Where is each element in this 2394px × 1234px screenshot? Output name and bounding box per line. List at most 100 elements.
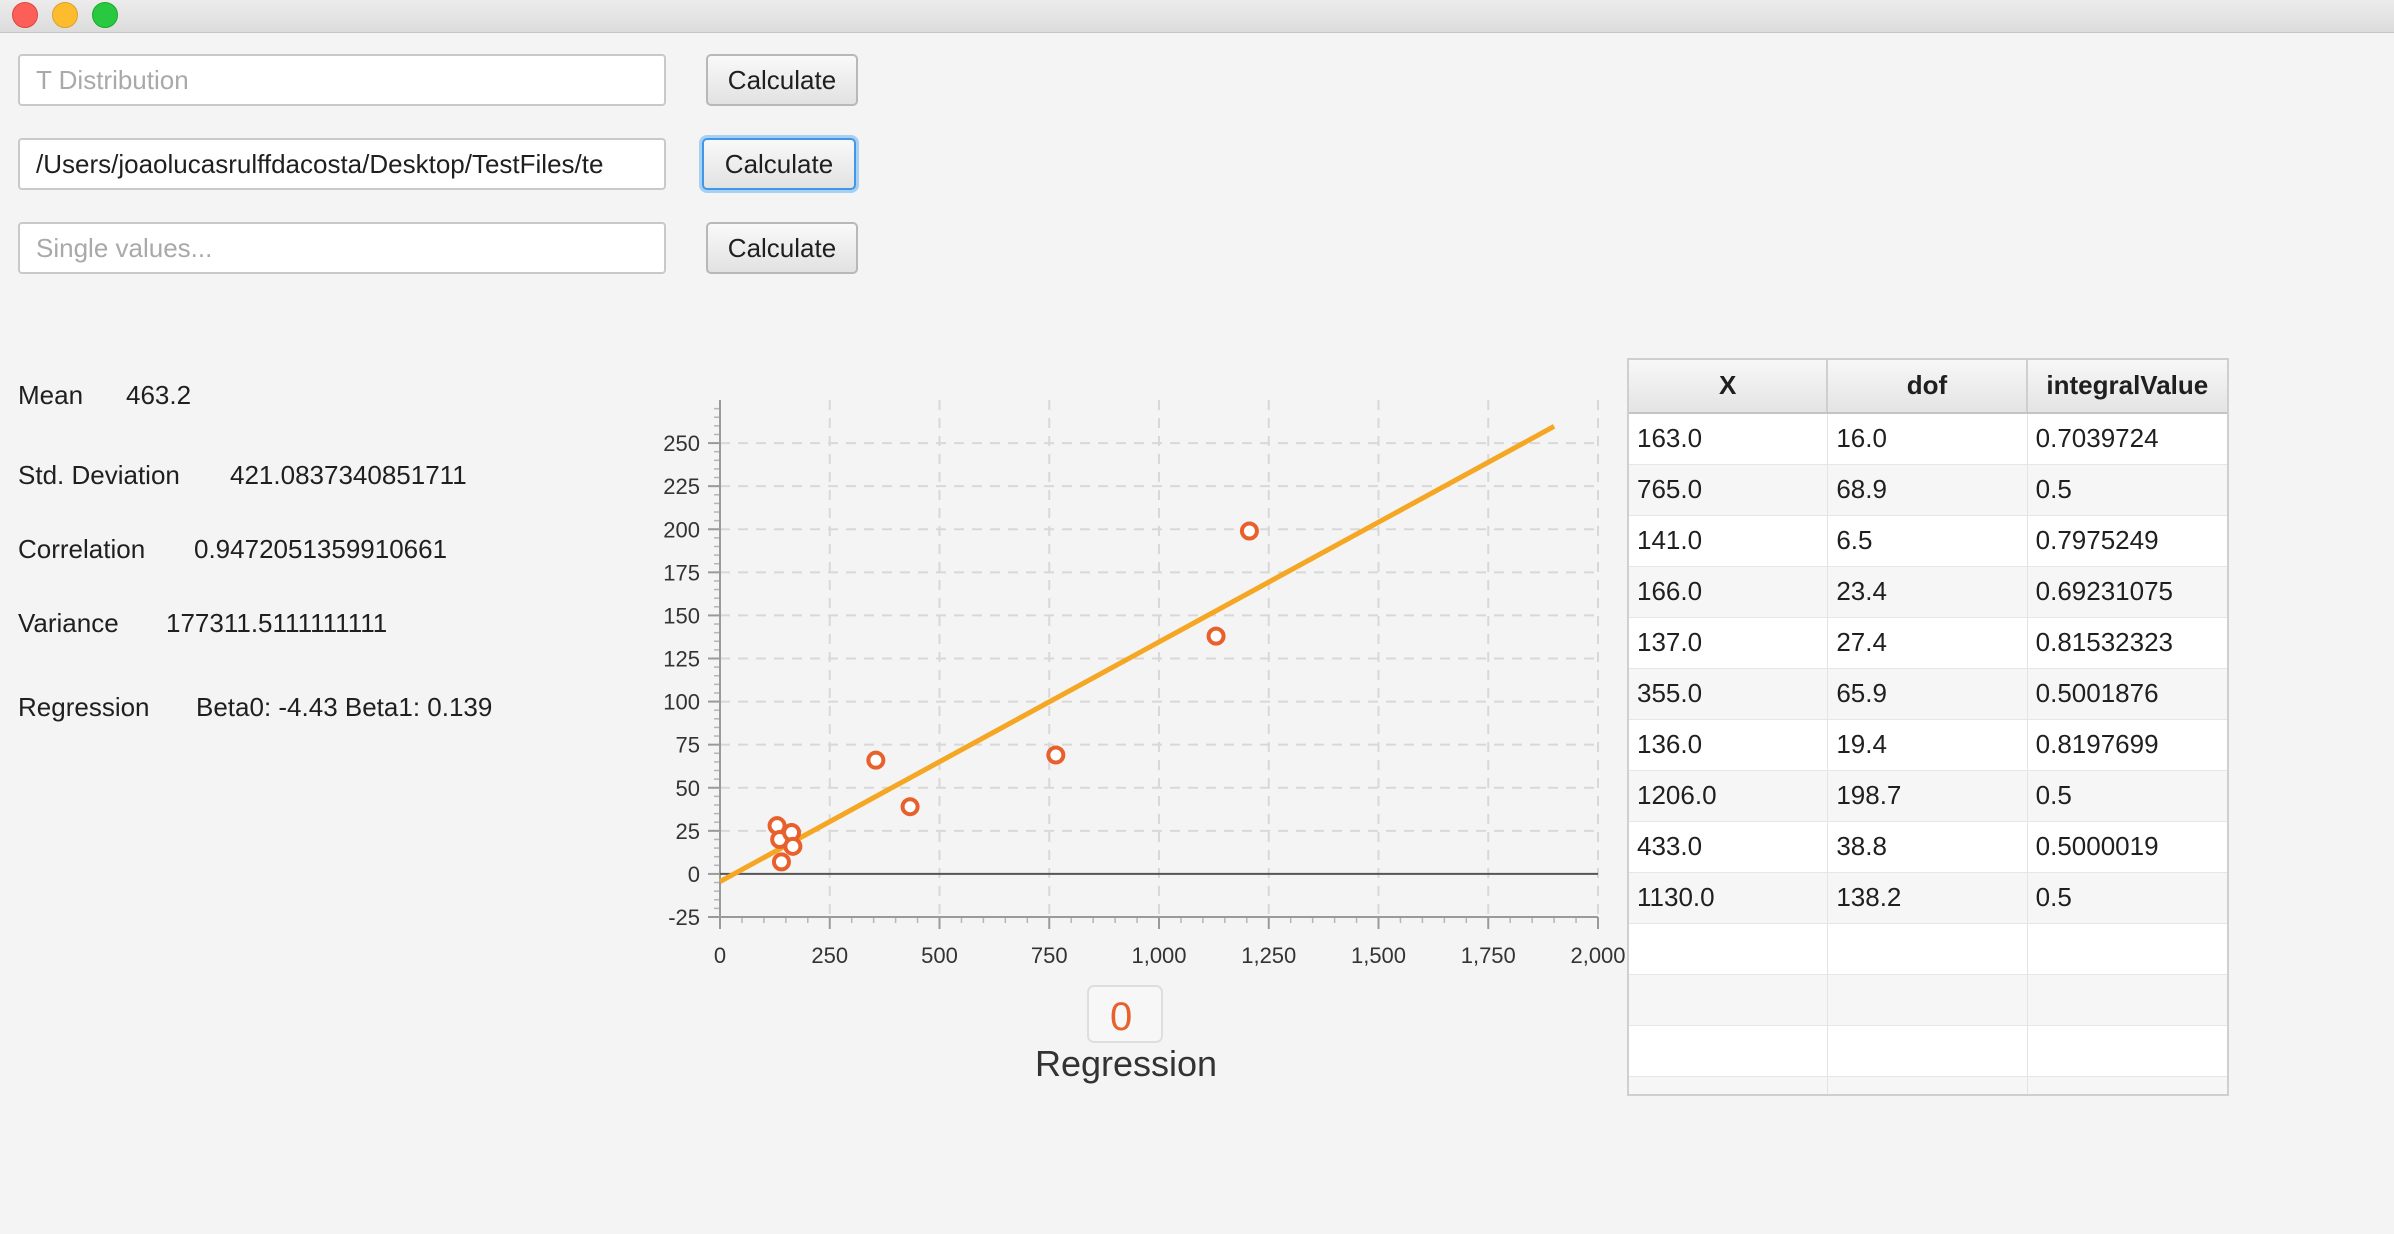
legend-label: 0 <box>1110 995 1132 1039</box>
table-cell <box>1828 1077 2028 1094</box>
table-cell <box>1629 1077 1829 1094</box>
table-cell <box>1828 975 2028 1025</box>
table-cell: 23.4 <box>1828 567 2028 617</box>
y-tick-label: 250 <box>663 431 700 456</box>
empty-table-row[interactable] <box>1629 975 2227 1026</box>
table-row[interactable]: 433.0 38.8 0.5000019 <box>1629 822 2227 873</box>
x-tick-label: 500 <box>921 943 958 968</box>
table-row[interactable]: 136.0 19.4 0.8197699 <box>1629 720 2227 771</box>
table-cell: 0.5 <box>2035 780 2072 810</box>
table-header: X dof integralValue <box>1629 360 2227 414</box>
maximize-window-button[interactable] <box>92 2 118 28</box>
regression-stat: Regression Beta0: -4.43 Beta1: 0.139 <box>18 692 492 723</box>
calculate-file-button[interactable]: Calculate <box>702 138 856 190</box>
calculate-t-distribution-button[interactable]: Calculate <box>706 54 858 106</box>
chart-grid <box>720 400 1599 918</box>
regression-label: Regression <box>18 692 150 722</box>
y-tick-label: 150 <box>663 603 700 628</box>
table-cell: 0.5 <box>2035 474 2072 504</box>
table-cell: 6.5 <box>1828 516 2028 566</box>
x-tick-label: 1,750 <box>1461 943 1516 968</box>
table-row[interactable]: 166.0 23.4 0.69231075 <box>1629 567 2227 618</box>
chart-title: Regression <box>1035 1043 1217 1084</box>
table-cell: 141.0 <box>1629 516 1829 566</box>
table-cell: 433.0 <box>1629 822 1829 872</box>
y-tick-label: 200 <box>663 517 700 542</box>
x-tick-label: 1,250 <box>1241 943 1296 968</box>
std-deviation-stat: Std. Deviation 421.0837340851711 <box>18 460 467 491</box>
x-tick-label: 2,000 <box>1570 943 1625 968</box>
mean-value: 463.2 <box>126 380 192 410</box>
table-cell: 0.5 <box>2035 882 2072 912</box>
calculate-single-values-button[interactable]: Calculate <box>706 222 858 274</box>
scatter-point <box>1206 626 1226 646</box>
empty-table-row[interactable] <box>1629 1077 2227 1094</box>
close-window-button[interactable] <box>12 2 38 28</box>
table-cell: 0.5000019 <box>2035 831 2159 861</box>
table-row[interactable]: 163.0 16.0 0.7039724 <box>1629 414 2227 465</box>
column-header-integral-value[interactable]: integralValue <box>2046 370 2209 400</box>
table-body: 163.0 16.0 0.7039724 765.0 68.9 0.5 141.0 6.5 0.… <box>1629 414 2227 1094</box>
column-header-x[interactable]: X <box>1629 360 1829 412</box>
chart-axes: 0 250 500 750 1,000 1,250 1,500 1,750 2,000 -25 0 2… <box>663 400 1626 968</box>
table-row[interactable]: 137.0 27.4 0.81532323 <box>1629 618 2227 669</box>
table-cell: 138.2 <box>1828 873 2028 923</box>
table-cell: 1206.0 <box>1629 771 1829 821</box>
scatter-point <box>900 797 920 817</box>
table-cell: 0.7975249 <box>2035 525 2159 555</box>
x-tick-label: 750 <box>1031 943 1068 968</box>
scatter-point <box>1046 745 1066 765</box>
y-tick-label: 225 <box>663 474 700 499</box>
y-tick-label: 75 <box>676 733 700 758</box>
table-cell: 136.0 <box>1629 720 1829 770</box>
single-values-input[interactable] <box>18 222 666 274</box>
y-tick-label: 25 <box>676 819 700 844</box>
table-row[interactable]: 1206.0 198.7 0.5 <box>1629 771 2227 822</box>
empty-table-row[interactable] <box>1629 1026 2227 1077</box>
table-row[interactable]: 355.0 65.9 0.5001876 <box>1629 669 2227 720</box>
table-cell: 163.0 <box>1629 414 1829 464</box>
t-distribution-input[interactable] <box>18 54 666 106</box>
column-header-dof[interactable]: dof <box>1828 360 2028 412</box>
correlation-stat: Correlation 0.9472051359910661 <box>18 534 447 565</box>
table-cell <box>2028 924 2227 974</box>
regression-value: Beta0: -4.43 Beta1: 0.139 <box>196 692 493 722</box>
table-cell: 0.5001876 <box>2035 678 2159 708</box>
table-cell <box>2028 975 2227 1025</box>
scatter-point <box>783 836 803 856</box>
table-row[interactable]: 141.0 6.5 0.7975249 <box>1629 516 2227 567</box>
y-tick-label: -25 <box>668 905 700 930</box>
x-tick-label: 0 <box>714 943 726 968</box>
table-cell: 65.9 <box>1828 669 2028 719</box>
x-tick-label: 1,000 <box>1131 943 1186 968</box>
correlation-label: Correlation <box>18 534 146 564</box>
scatter-point <box>771 852 791 872</box>
table-row[interactable]: 1130.0 138.2 0.5 <box>1629 873 2227 924</box>
file-path-input[interactable] <box>18 138 666 190</box>
table-cell: 355.0 <box>1629 669 1829 719</box>
table-cell: 0.8197699 <box>2035 729 2159 759</box>
table-cell: 38.8 <box>1828 822 2028 872</box>
table-cell <box>1629 924 1829 974</box>
table-cell: 765.0 <box>1629 465 1829 515</box>
window-titlebar <box>0 0 2394 33</box>
table-cell <box>2028 1026 2227 1076</box>
mean-label: Mean <box>18 380 84 410</box>
table-cell: 27.4 <box>1828 618 2028 668</box>
table-row[interactable]: 765.0 68.9 0.5 <box>1629 465 2227 516</box>
variance-label: Variance <box>18 608 119 638</box>
std-deviation-value: 421.0837340851711 <box>230 460 467 490</box>
table-cell <box>1629 975 1829 1025</box>
y-tick-label: 175 <box>663 560 700 585</box>
y-tick-label: 125 <box>663 647 700 672</box>
empty-table-row[interactable] <box>1629 924 2227 975</box>
scatter-point <box>866 750 886 770</box>
table-cell: 0.7039724 <box>2035 423 2159 453</box>
regression-line <box>718 424 1556 884</box>
mean-stat: Mean 463.2 <box>18 380 191 411</box>
minimize-window-button[interactable] <box>52 2 78 28</box>
scatter-point <box>1239 521 1259 541</box>
results-table[interactable]: X dof integralValue 163.0 16.0 0.7039724 76… <box>1627 358 2229 1096</box>
table-cell: 19.4 <box>1828 720 2028 770</box>
